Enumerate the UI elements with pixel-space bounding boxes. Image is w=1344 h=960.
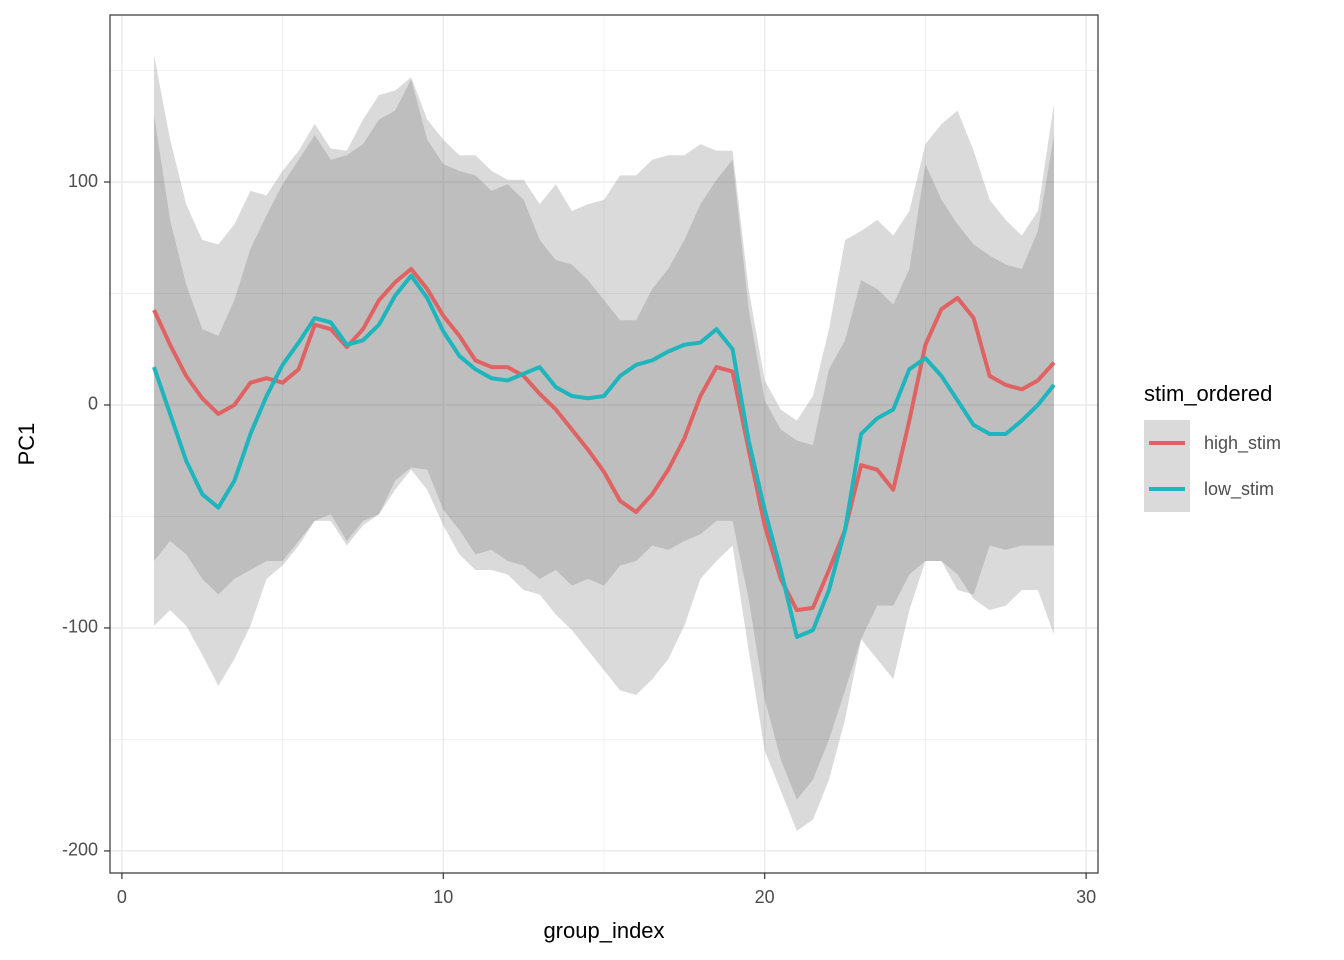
x-axis-title: group_index — [543, 918, 664, 943]
x-tick-label: 20 — [755, 887, 775, 907]
plot-layer — [110, 15, 1098, 873]
series-line — [152, 273, 1056, 639]
series-line — [152, 266, 1056, 613]
y-tick-label: 0 — [88, 394, 98, 414]
confidence-ribbon — [154, 79, 1054, 831]
legend-label: high_stim — [1204, 433, 1281, 454]
y-axis-title: PC1 — [14, 423, 39, 466]
legend-label: low_stim — [1204, 479, 1274, 500]
x-tick-label: 10 — [433, 887, 453, 907]
legend-title: stim_ordered — [1144, 381, 1272, 406]
y-tick-label: -200 — [62, 840, 98, 860]
confidence-ribbon — [154, 54, 1054, 800]
x-tick-label: 30 — [1076, 887, 1096, 907]
x-tick-label: 0 — [117, 887, 127, 907]
y-tick-label: 100 — [68, 171, 98, 191]
panel-border — [109, 14, 1099, 874]
y-tick-label: -100 — [62, 617, 98, 637]
